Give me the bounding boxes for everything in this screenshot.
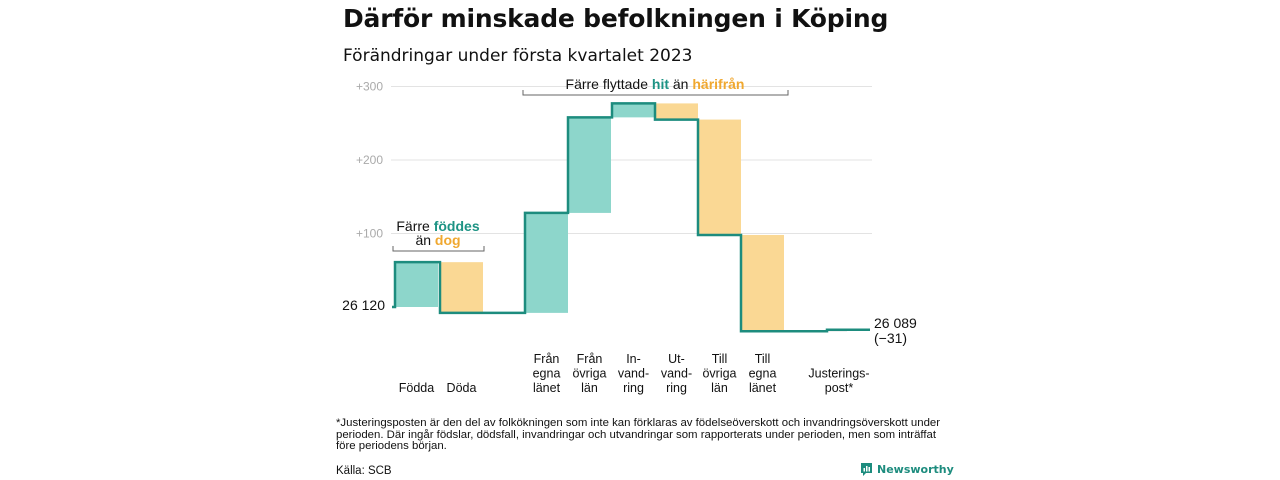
waterfall-bar — [741, 234, 784, 332]
annotation-bracket-migration — [522, 90, 789, 96]
waterfall-bar — [698, 119, 741, 235]
category-label: egna — [533, 367, 561, 381]
footnote: *Justeringsposten är den del av folkökni… — [336, 417, 941, 452]
category-label: Till — [712, 352, 728, 366]
end-value-label: 26 089 — [874, 315, 917, 331]
waterfall-bar — [525, 212, 568, 313]
waterfall-bar — [655, 103, 698, 120]
category-label: Döda — [447, 381, 477, 395]
category-label: övriga — [702, 367, 736, 381]
brand-name: Newsworthy — [877, 463, 954, 476]
category-label: län — [711, 381, 728, 395]
waterfall-bar — [612, 103, 655, 118]
category-label: Justerings- — [808, 367, 869, 381]
category-label: vand- — [618, 367, 649, 381]
cumulative-step-line — [392, 102, 870, 333]
waterfall-bar — [568, 117, 611, 213]
end-change-label: (−31) — [874, 330, 907, 346]
category-label: Från — [534, 352, 560, 366]
category-label: övriga — [572, 367, 606, 381]
category-label: Ut- — [668, 352, 685, 366]
category-label: In- — [626, 352, 641, 366]
y-tick-label: +100 — [356, 227, 383, 241]
chart-subtitle: Förändringar under första kvartalet 2023 — [343, 46, 693, 66]
category-label: Födda — [399, 381, 434, 395]
chart-title: Därför minskade befolkningen i Köping — [343, 4, 889, 33]
waterfall-bar — [440, 262, 483, 313]
category-label: ring — [623, 381, 644, 395]
category-label: Till — [755, 352, 771, 366]
category-label: ring — [666, 381, 687, 395]
y-tick-label: +200 — [356, 153, 383, 167]
waterfall-bar — [395, 262, 438, 307]
brand-logo: Newsworthy — [860, 462, 954, 477]
annotation-migration: Färre flyttade hit än härifrån — [566, 76, 745, 92]
category-label: länet — [749, 381, 777, 395]
category-label: egna — [749, 367, 777, 381]
category-label: län — [581, 381, 598, 395]
annotation-births-line1: Färre föddes — [396, 218, 479, 234]
y-tick-label: +300 — [356, 80, 383, 94]
annotation-births-line2: än dog — [415, 232, 460, 248]
newsworthy-icon — [861, 463, 872, 476]
category-label: länet — [533, 381, 561, 395]
source-label: Källa: SCB — [336, 465, 392, 477]
annotation-bracket-births — [392, 246, 485, 252]
category-label: Från — [577, 352, 603, 366]
start-value-label: 26 120 — [342, 297, 385, 313]
category-label: vand- — [661, 367, 692, 381]
category-label: post* — [825, 381, 854, 395]
